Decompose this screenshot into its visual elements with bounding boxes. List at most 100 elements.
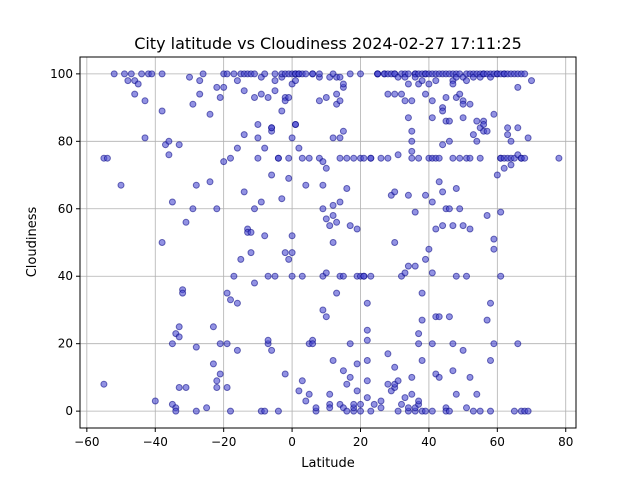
data-point (322, 313, 330, 321)
data-point (302, 70, 310, 78)
data-point (353, 387, 361, 395)
data-point (514, 340, 522, 348)
data-point (199, 70, 207, 78)
data-point (394, 151, 402, 159)
data-point (182, 384, 190, 391)
data-point (394, 377, 402, 385)
data-point (257, 90, 265, 98)
data-point (336, 198, 344, 206)
data-point (404, 114, 412, 122)
data-point (261, 407, 269, 415)
data-point (247, 228, 255, 236)
data-point (435, 178, 443, 186)
data-point (292, 121, 299, 128)
data-point (138, 70, 146, 78)
data-point (309, 70, 317, 78)
data-point (391, 188, 399, 196)
data-point (363, 357, 371, 364)
data-point (209, 360, 217, 368)
data-point (363, 299, 371, 307)
data-point (121, 70, 128, 78)
data-point (237, 255, 245, 263)
data-point (514, 83, 522, 91)
data-point (220, 158, 228, 166)
data-point (329, 239, 337, 246)
data-point (350, 154, 358, 162)
data-point (281, 249, 289, 257)
data-point (384, 90, 392, 98)
data-point (445, 117, 453, 125)
data-point (319, 306, 327, 314)
data-point (322, 164, 330, 172)
data-point (326, 222, 334, 230)
data-point (374, 70, 382, 78)
data-point (312, 404, 320, 412)
data-point (175, 141, 183, 149)
data-point (168, 198, 176, 206)
data-point (305, 154, 313, 162)
data-point (555, 154, 563, 162)
data-point (377, 397, 385, 405)
data-point (196, 77, 204, 85)
data-point (418, 357, 426, 364)
data-point (346, 340, 354, 348)
data-point (428, 269, 436, 277)
data-point (418, 316, 426, 324)
data-point (100, 380, 108, 388)
data-point (445, 205, 453, 213)
data-point (329, 201, 337, 209)
data-point (213, 384, 221, 391)
data-point (339, 127, 347, 135)
data-point (117, 181, 125, 189)
data-point (326, 404, 334, 412)
data-point (288, 134, 296, 142)
data-point (476, 407, 484, 415)
data-point (428, 407, 436, 415)
data-point (466, 373, 474, 381)
data-point (404, 262, 412, 270)
data-point (322, 269, 330, 277)
data-point (497, 272, 505, 280)
data-point (428, 198, 436, 206)
data-point (415, 154, 423, 162)
data-point (343, 154, 351, 162)
data-point (339, 80, 347, 88)
data-point (261, 232, 269, 240)
data-point (408, 97, 416, 105)
data-point (209, 323, 217, 331)
data-point (251, 94, 258, 101)
data-point (391, 90, 399, 98)
data-point (432, 225, 440, 233)
data-point (315, 97, 323, 105)
data-point (449, 222, 457, 230)
data-point (165, 151, 173, 159)
data-point (175, 384, 183, 391)
data-point (175, 323, 183, 331)
data-point (418, 289, 426, 297)
data-point (384, 154, 392, 162)
data-point (192, 407, 200, 415)
data-point (367, 407, 375, 415)
data-point (124, 77, 132, 85)
data-point (435, 154, 443, 162)
data-point (377, 404, 385, 412)
data-point (254, 154, 262, 162)
data-point (428, 340, 436, 348)
data-point (254, 121, 262, 128)
data-point (295, 144, 303, 152)
points-layer (100, 70, 563, 415)
data-point (377, 154, 385, 162)
data-point (480, 121, 488, 128)
data-point (473, 117, 481, 125)
data-point (435, 373, 443, 381)
data-point (110, 70, 118, 78)
data-point (298, 154, 306, 162)
data-point (418, 77, 426, 85)
data-point (398, 90, 405, 98)
data-point (428, 114, 436, 122)
data-point (415, 330, 423, 338)
data-point (305, 390, 313, 398)
data-point (456, 205, 464, 213)
data-point (203, 404, 211, 412)
x-tick-label: −40 (143, 435, 168, 449)
